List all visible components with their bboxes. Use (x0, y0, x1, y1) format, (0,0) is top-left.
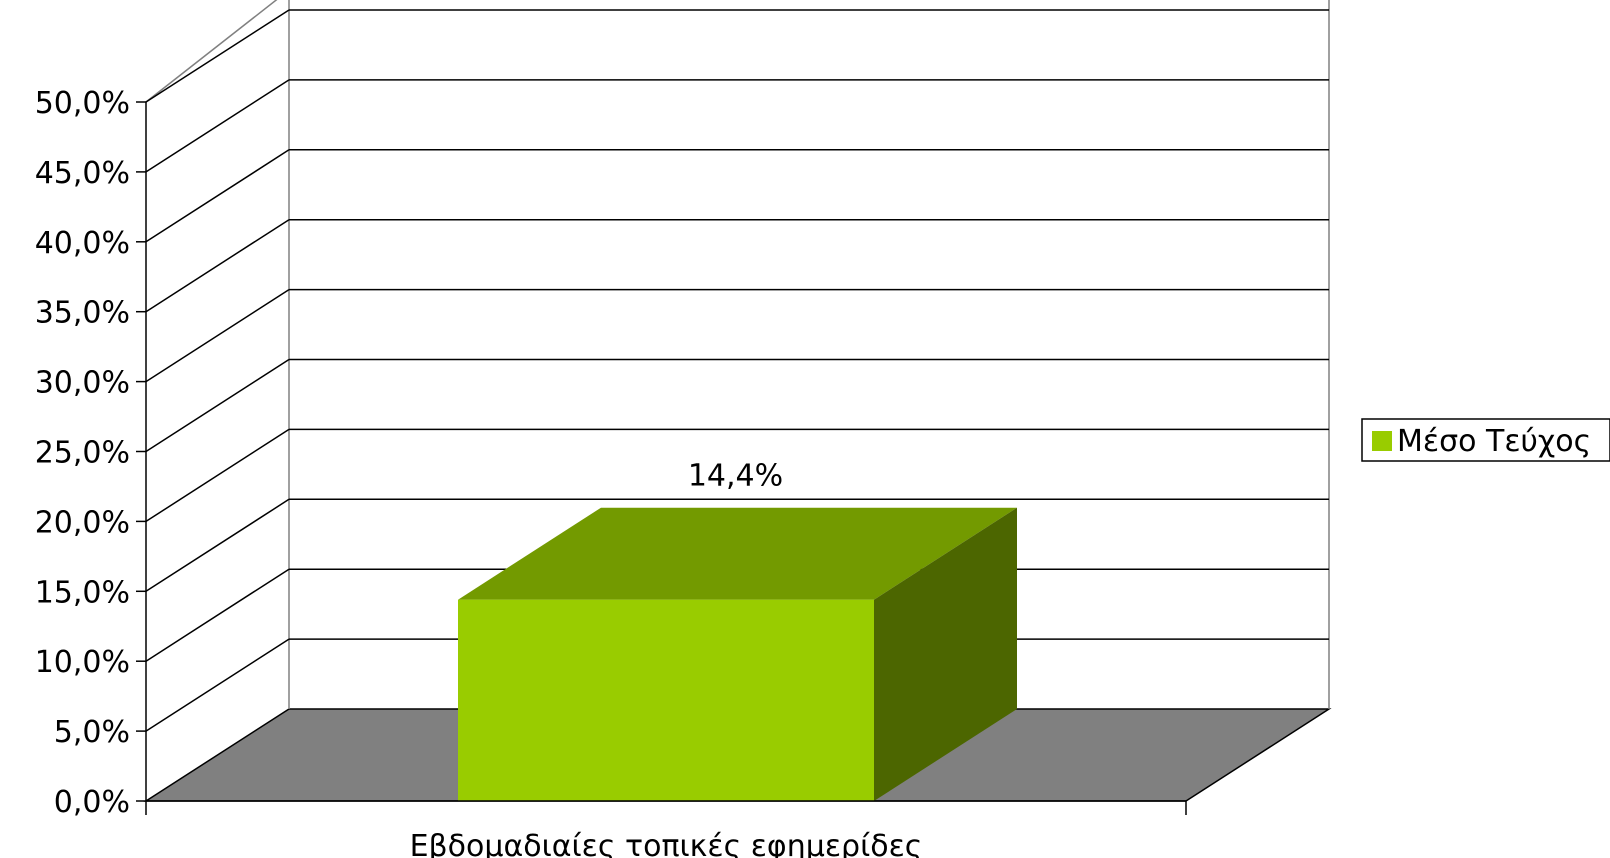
wall-top-edge (145, 0, 278, 103)
bar-top-face (458, 507, 1017, 600)
y-tick-label: 45,0% (35, 156, 130, 191)
bar-side-face (874, 507, 1017, 801)
bar (458, 599, 874, 801)
y-tick-label: 25,0% (35, 436, 130, 471)
gridline-side (145, 9, 290, 103)
gridline-side (145, 219, 290, 313)
y-tick-label: 35,0% (35, 296, 130, 331)
y-tick-label: 50,0% (35, 86, 130, 121)
legend: Μέσο Τεύχος (1361, 418, 1610, 462)
y-tick-label: 5,0% (54, 715, 130, 750)
y-tick-label: 15,0% (35, 575, 130, 610)
y-tick-label: 0,0% (54, 785, 130, 820)
gridline-side (145, 79, 290, 173)
x-category-label: Εβδομαδιαίες τοπικές εφημερίδες (410, 829, 923, 858)
y-tick-label: 40,0% (35, 226, 130, 261)
gridline-side (145, 149, 290, 243)
legend-box (1361, 418, 1610, 462)
gridline-side (145, 568, 290, 662)
y-tick-label: 30,0% (35, 366, 130, 401)
gridline-side (145, 288, 290, 383)
gridline-side (145, 498, 290, 592)
y-tick-label: 20,0% (35, 505, 130, 540)
back-wall-border (288, 0, 1330, 709)
legend-swatch (1372, 431, 1392, 451)
gridline-side (145, 428, 290, 523)
y-tick-label: 10,0% (35, 645, 130, 680)
gridline-side (145, 638, 290, 732)
gridline-side (145, 358, 290, 453)
legend-label: Μέσο Τεύχος (1397, 424, 1591, 459)
data-label: 14,4% (688, 459, 783, 494)
